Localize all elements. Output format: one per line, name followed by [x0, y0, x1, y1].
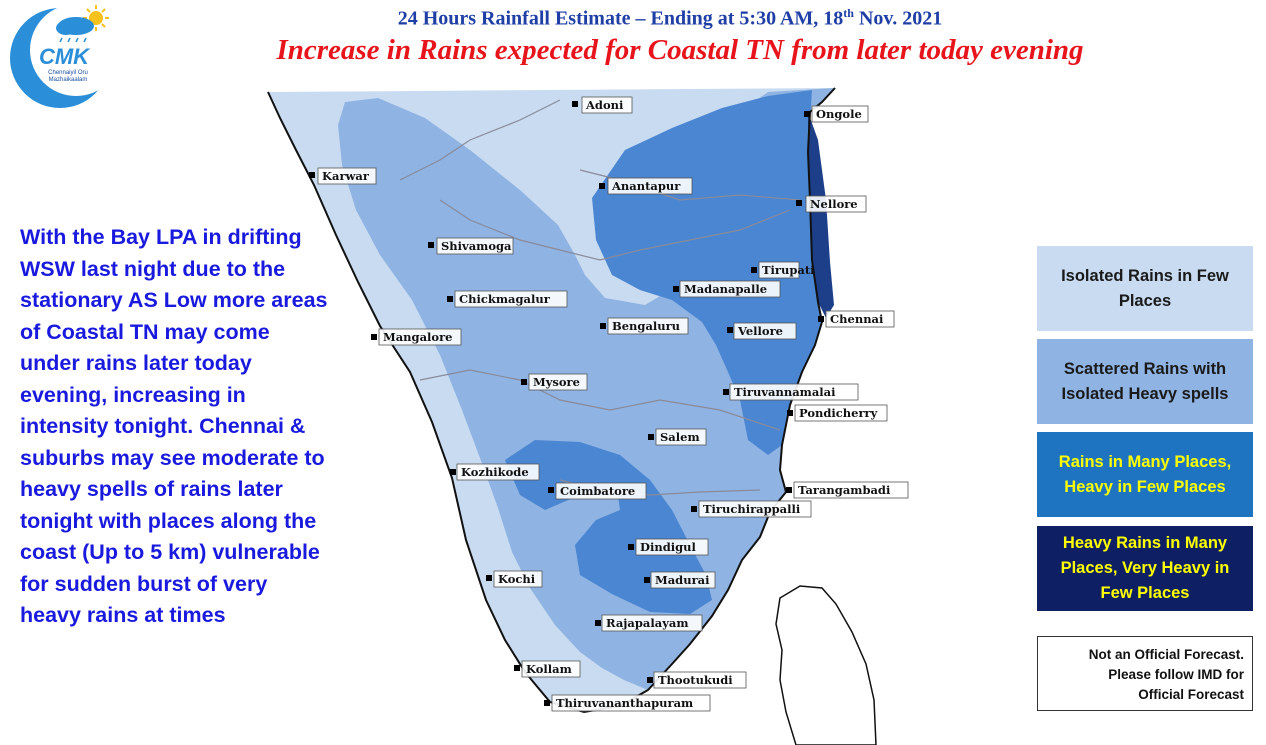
- title-main: 24 Hours Rainfall Estimate – Ending at 5…: [397, 7, 844, 30]
- city-label-madurai: Madurai: [655, 573, 710, 587]
- city-label-karwar: Karwar: [322, 169, 370, 183]
- title-superscript: th: [843, 6, 854, 20]
- city-label-chickmagalur: Chickmagalur: [459, 292, 551, 306]
- legend-isolated-rains: Isolated Rains in Few Places: [1037, 246, 1253, 331]
- city-label-mangalore: Mangalore: [383, 330, 452, 344]
- city-label-ongole: Ongole: [816, 107, 862, 121]
- city-label-vellore: Vellore: [737, 324, 783, 338]
- city-label-rajapalayam: Rajapalayam: [606, 616, 689, 630]
- cloud-icon: [56, 17, 94, 35]
- legend-many-places-rains: Rains in Many Places, Heavy in Few Place…: [1037, 432, 1253, 517]
- city-label-thootukudi: Thootukudi: [658, 673, 733, 687]
- cmk-logo: CMK Chennaiyil Oru Mazhaikaalam: [10, 4, 116, 108]
- rain-drops-icon: [59, 37, 87, 43]
- city-label-tiruchirappalli: Tiruchirappalli: [703, 502, 801, 516]
- sri-lanka-outline: [775, 585, 877, 745]
- city-label-kollam: Kollam: [526, 662, 572, 676]
- city-label-coimbatore: Coimbatore: [560, 484, 635, 498]
- disclaimer-line-3: Official Forecast: [1138, 687, 1244, 702]
- legend-scattered-rains: Scattered Rains with Isolated Heavy spel…: [1037, 339, 1253, 424]
- logo-tagline-1: Chennaiyil Oru: [48, 70, 88, 76]
- city-label-bengaluru: Bengaluru: [612, 319, 680, 333]
- city-label-salem: Salem: [660, 430, 700, 444]
- city-label-shivamoga: Shivamoga: [441, 239, 512, 253]
- disclaimer-line-2: Please follow IMD for: [1108, 667, 1244, 682]
- disclaimer-box: Not an Official Forecast. Please follow …: [1037, 636, 1253, 711]
- city-label-tiruvannamalai: Tiruvannamalai: [734, 385, 836, 399]
- city-label-thiruvananthapuram: Thiruvananthapuram: [556, 696, 693, 710]
- city-label-mysore: Mysore: [533, 375, 580, 389]
- city-label-dindigul: Dindigul: [640, 540, 697, 554]
- city-label-kozhikode: Kozhikode: [461, 465, 529, 479]
- map-subtitle: Increase in Rains expected for Coastal T…: [276, 34, 1084, 66]
- city-markers: [309, 101, 824, 706]
- city-label-kochi: Kochi: [498, 572, 536, 586]
- map-title: 24 Hours Rainfall Estimate – Ending at 5…: [250, 6, 1090, 31]
- city-label-pondicherry: Pondicherry: [799, 406, 878, 420]
- city-label-madanapalle: Madanapalle: [684, 282, 767, 296]
- zone-heavy-rains: [808, 112, 834, 318]
- city-label-tirupati: Tirupati: [762, 263, 815, 277]
- disclaimer-line-1: Not an Official Forecast.: [1088, 647, 1244, 662]
- city-label-chennai: Chennai: [830, 312, 884, 326]
- logo-tagline-2: Mazhaikaalam: [49, 77, 88, 83]
- sun-icon: [83, 5, 109, 31]
- city-label-anantapur: Anantapur: [611, 179, 681, 193]
- city-label-boxes: [317, 96, 909, 712]
- legend-heavy-rains: Heavy Rains in Many Places, Very Heavy i…: [1037, 526, 1253, 611]
- logo-letters: CMK: [39, 44, 91, 69]
- city-label-adoni: Adoni: [585, 98, 624, 112]
- title-tail: Nov. 2021: [853, 7, 943, 30]
- forecast-narrative: With the Bay LPA in drifting WSW last ni…: [20, 225, 328, 627]
- city-label-nellore: Nellore: [810, 197, 858, 211]
- city-label-tarangambadi: Tarangambadi: [798, 483, 891, 497]
